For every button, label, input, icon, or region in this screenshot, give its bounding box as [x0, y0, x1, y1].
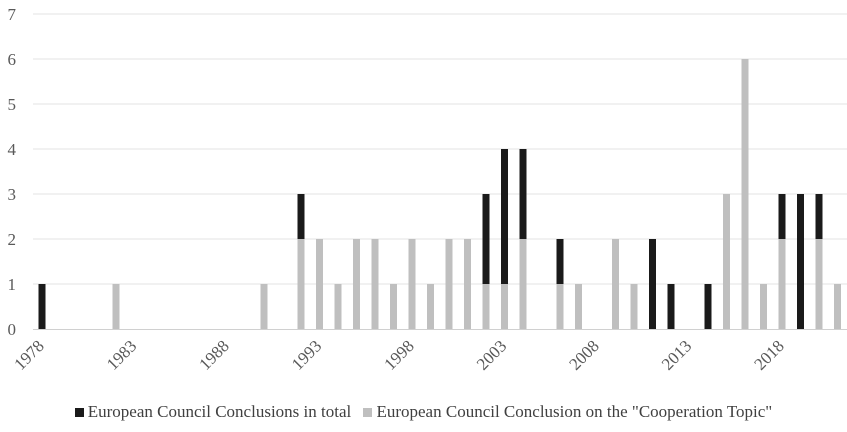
x-axis-ticks: 1978 1983 1988 1993 1998 2003 2008 2013 2018	[10, 336, 787, 373]
bar-cooperation	[834, 284, 841, 329]
legend-label-total: European Council Conclusions in total	[87, 402, 352, 421]
bar-cooperation	[260, 284, 268, 329]
legend-item-total: European Council Conclusions in total	[74, 402, 352, 422]
x-tick-label: 1988	[195, 336, 232, 373]
y-tick-label: 0	[8, 320, 17, 339]
bar-total	[667, 284, 675, 329]
bar-cooperation	[445, 239, 453, 329]
bar-total	[482, 194, 490, 329]
y-tick-label: 4	[8, 140, 17, 159]
bar-cooperation	[408, 239, 416, 329]
y-tick-label: 3	[8, 185, 17, 204]
bar-cooperation	[723, 194, 730, 329]
y-tick-label: 7	[8, 5, 17, 24]
bar-cooperation	[464, 239, 471, 329]
x-tick-label: 1983	[103, 336, 140, 373]
bar-cooperation	[760, 284, 767, 329]
y-tick-label: 1	[8, 275, 17, 294]
bar-cooperation	[482, 284, 490, 329]
bar-total	[649, 239, 656, 329]
legend-swatch-cooperation	[363, 407, 373, 417]
legend-item-cooperation: European Council Conclusion on the "Coop…	[363, 402, 772, 422]
bar-cooperation	[612, 239, 619, 329]
bar-cooperation	[112, 284, 120, 329]
bar-cooperation	[390, 284, 397, 329]
x-tick-label: 2003	[473, 336, 510, 373]
bar-cooperation	[815, 239, 823, 329]
y-axis-ticks: 0 1 2 3 4 5 6 7	[8, 5, 17, 339]
bar-cooperation	[778, 239, 786, 329]
bar-cooperation	[519, 239, 527, 329]
bar-cooperation	[427, 284, 434, 329]
y-tick-label: 2	[8, 230, 17, 249]
bar-cooperation	[501, 284, 508, 329]
bar-cooperation	[297, 239, 305, 329]
x-tick-label: 1998	[380, 336, 417, 373]
y-tick-label: 5	[8, 95, 17, 114]
legend-swatch-total	[74, 407, 84, 417]
x-tick-label: 2018	[750, 336, 787, 373]
bar-cooperation	[741, 59, 749, 329]
bar-total	[704, 284, 712, 329]
bar-cooperation	[630, 284, 638, 329]
bar-cooperation	[316, 239, 323, 329]
legend: European Council Conclusions in total Eu…	[0, 402, 847, 422]
bar-cooperation	[353, 239, 360, 329]
gridlines	[33, 13, 847, 285]
x-tick-label: 2013	[658, 336, 695, 373]
bar-total	[797, 194, 804, 329]
x-tick-label: 1978	[10, 336, 47, 373]
bar-cooperation	[575, 284, 582, 329]
bar-cooperation	[334, 284, 342, 329]
x-tick-label: 2008	[565, 336, 602, 373]
x-tick-label: 1993	[288, 336, 325, 373]
bar-cooperation	[371, 239, 379, 329]
bar-total	[501, 149, 508, 329]
bar-cooperation	[556, 284, 564, 329]
y-tick-label: 6	[8, 50, 17, 69]
bar-total	[38, 284, 46, 329]
bars	[38, 59, 841, 329]
legend-label-cooperation: European Council Conclusion on the "Coop…	[376, 402, 773, 421]
